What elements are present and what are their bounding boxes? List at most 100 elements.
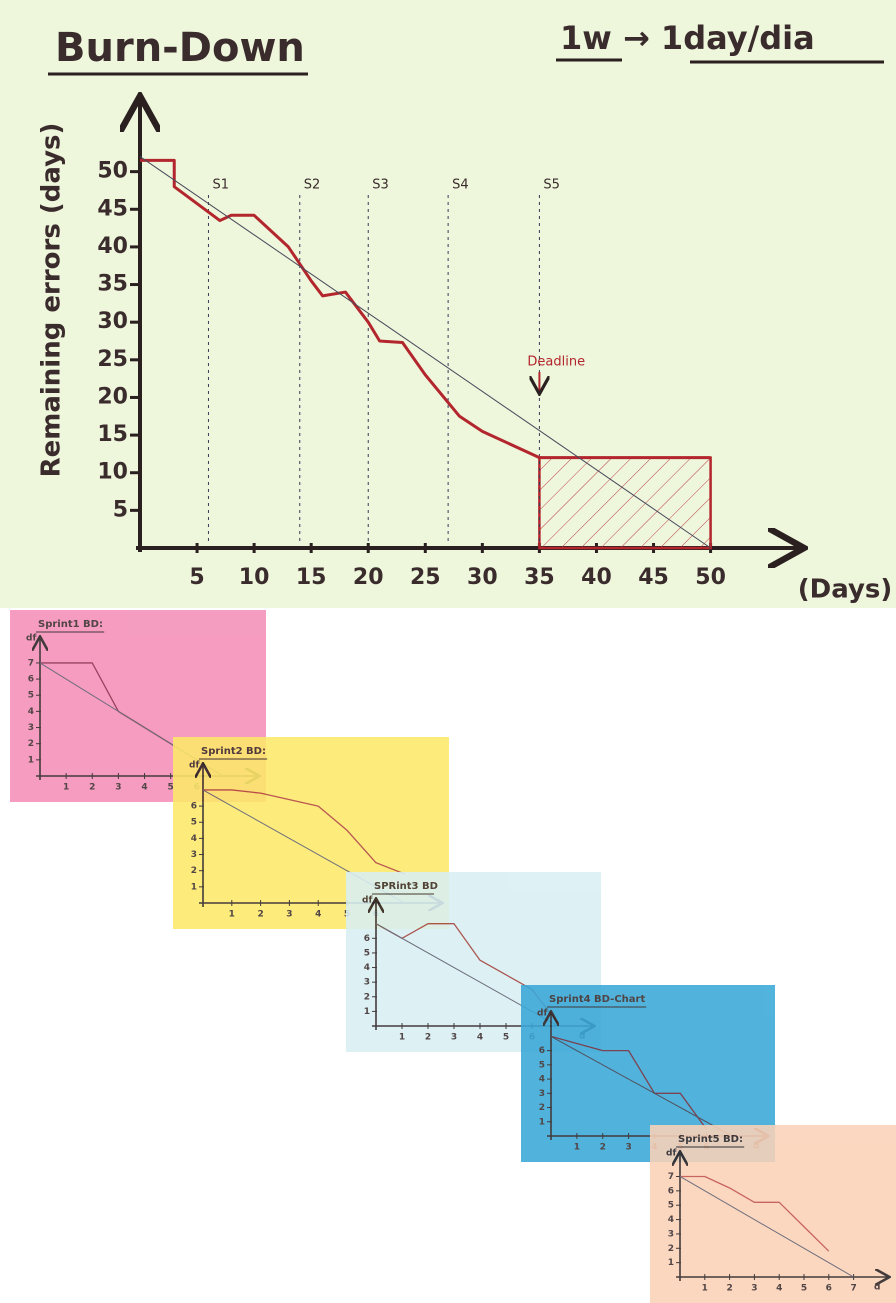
x-tick-label: 1 [229, 910, 235, 920]
y-axis-label: df [537, 1009, 547, 1019]
y-tick-label: 4 [668, 1215, 674, 1225]
x-tick-label: 4 [315, 910, 321, 920]
x-tick-label: 3 [286, 910, 292, 920]
y-tick-label: 6 [364, 934, 370, 944]
y-tick-label: 10 [97, 460, 128, 485]
y-tick-label: 35 [97, 272, 128, 297]
chart-title: SPRint3 BD [374, 881, 438, 892]
y-tick-label: 3 [191, 850, 197, 860]
x-tick-label: 25 [410, 565, 441, 590]
x-tick-label: 2 [89, 783, 95, 793]
y-tick-label: 20 [97, 384, 128, 409]
overdue-area [539, 458, 710, 548]
y-tick-label: 2 [539, 1103, 545, 1113]
x-tick-label: 5 [168, 783, 174, 793]
y-axis-label: df [189, 761, 199, 771]
y-tick-label: 1 [668, 1258, 674, 1268]
x-tick-label: 2 [257, 910, 263, 920]
y-tick-label: 50 [97, 159, 128, 184]
x-tick-label: 4 [477, 1033, 483, 1043]
main-chart: 5 10 15 20 25 30 35 40 45 50 5 10 15 20 25 30 35 40 45 50 Bu… [0, 0, 896, 608]
y-tick-label: 6 [668, 1186, 674, 1196]
y-tick-label: 45 [97, 196, 128, 221]
y-tick-label: 5 [191, 818, 197, 828]
x-tick-label: 3 [451, 1033, 457, 1043]
x-tick-label: 4 [776, 1284, 782, 1294]
x-tick-label: 30 [467, 565, 498, 590]
y-tick-label: 3 [364, 978, 370, 988]
chart-title: Sprint5 BD: [678, 1134, 743, 1145]
y-tick-label: 1 [191, 882, 197, 892]
panel-background [0, 0, 896, 608]
y-tick-label: 3 [539, 1089, 545, 1099]
x-tick-label: 6 [826, 1284, 832, 1294]
y-tick-label: 1 [364, 1007, 370, 1017]
deadline-label: Deadline [527, 355, 585, 370]
chart-annotation: 1w → 1day/dia [560, 19, 815, 57]
x-tick-label: 5 [503, 1033, 509, 1043]
y-tick-label: 2 [191, 866, 197, 876]
y-tick-label: 4 [28, 707, 34, 717]
y-tick-label: 1 [28, 755, 34, 765]
chart-title: Sprint4 BD-Chart [549, 994, 645, 1005]
x-tick-label: 2 [726, 1284, 732, 1294]
sprint-label: S1 [212, 178, 229, 193]
x-tick-label: 3 [625, 1143, 631, 1153]
x-tick-label: 2 [600, 1143, 606, 1153]
y-tick-label: 7 [668, 1172, 674, 1182]
y-tick-label: 5 [539, 1060, 545, 1070]
y-axis-label: df [362, 896, 372, 906]
y-axis-label: df [26, 634, 36, 644]
y-tick-label: 5 [364, 948, 370, 958]
y-tick-label: 7 [28, 658, 34, 668]
y-tick-label: 40 [97, 234, 128, 259]
y-tick-label: 1 [539, 1117, 545, 1127]
x-tick-label: 4 [141, 783, 147, 793]
x-tick-label: 20 [353, 565, 384, 590]
y-tick-label: 2 [28, 739, 34, 749]
x-tick-label: 5 [801, 1284, 807, 1294]
y-axis-label: df [666, 1149, 676, 1159]
x-axis-label: d [874, 1283, 880, 1293]
sprint-label: S3 [372, 178, 389, 193]
x-axis-label: (Days) [798, 575, 893, 605]
sprint-label: S5 [543, 178, 560, 193]
y-tick-label: 6 [539, 1046, 545, 1056]
y-tick-label: 5 [28, 691, 34, 701]
x-tick-label: 2 [425, 1033, 431, 1043]
x-tick-label: 40 [581, 565, 612, 590]
y-tick-label: 4 [191, 834, 197, 844]
y-tick-label: 2 [364, 992, 370, 1002]
x-tick-label: 35 [524, 565, 555, 590]
x-tick-label: 1 [63, 783, 69, 793]
chart-title: Sprint2 BD: [201, 746, 266, 757]
x-tick-label: 1 [574, 1143, 580, 1153]
y-tick-label: 3 [28, 723, 34, 733]
y-tick-label: 5 [113, 497, 128, 522]
x-tick-label: 5 [189, 565, 204, 590]
y-tick-label: 3 [668, 1229, 674, 1239]
y-tick-label: 4 [364, 963, 370, 973]
sprint-label: S2 [304, 178, 321, 193]
burn-down-page: 51015202530354045505101520253035404550Bu… [0, 0, 896, 1303]
x-tick-label: 1 [399, 1033, 405, 1043]
y-tick-label: 30 [97, 309, 128, 334]
x-tick-label: 7 [850, 1284, 856, 1294]
y-tick-label: 25 [97, 347, 128, 372]
y-axis-label: Remaining errors (days) [37, 123, 67, 478]
x-tick-label: 3 [115, 783, 121, 793]
chart-title: Burn-Down [55, 25, 305, 71]
y-tick-label: 15 [97, 422, 128, 447]
y-tick-label: 6 [28, 675, 34, 685]
chart-title: Sprint1 BD: [38, 619, 103, 630]
y-tick-label: 4 [539, 1075, 545, 1085]
x-tick-label: 45 [638, 565, 669, 590]
x-tick-label: 1 [702, 1284, 708, 1294]
x-tick-label: 15 [296, 565, 327, 590]
x-tick-label: 3 [751, 1284, 757, 1294]
y-tick-label: 6 [191, 802, 197, 812]
x-tick-label: 50 [695, 565, 726, 590]
y-tick-label: 5 [668, 1201, 674, 1211]
x-tick-label: 10 [239, 565, 270, 590]
